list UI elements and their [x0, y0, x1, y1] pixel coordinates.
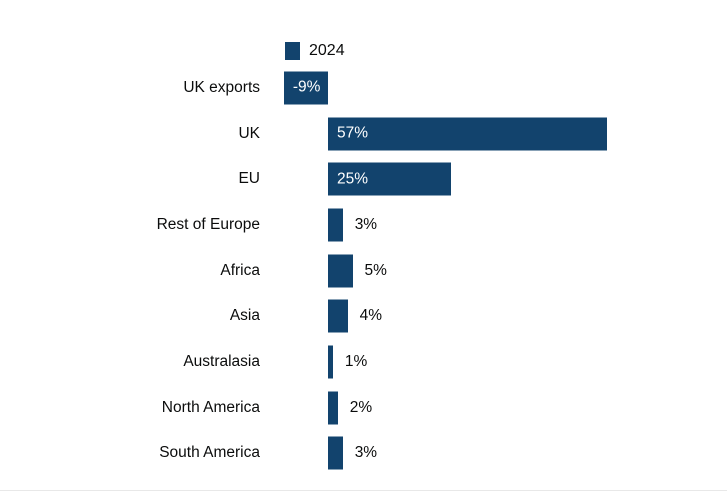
chart-legend: 2024 — [285, 42, 345, 60]
bar — [328, 391, 338, 425]
value-label: 2% — [349, 398, 373, 416]
legend-label: 2024 — [309, 42, 345, 59]
bar-area: 25% — [260, 156, 727, 202]
bar — [328, 345, 333, 379]
legend-swatch — [285, 42, 300, 60]
category-label: North America — [161, 398, 260, 416]
value-label: -9% — [292, 78, 321, 96]
bar-area: 2% — [260, 385, 727, 431]
category-label: Australasia — [183, 352, 260, 370]
category-label: Africa — [220, 261, 260, 279]
value-label: 5% — [364, 261, 387, 279]
chart-row: UK exports -9% — [0, 65, 727, 111]
value-label: 1% — [344, 352, 368, 370]
category-label: EU — [238, 170, 260, 188]
category-label: Asia — [229, 307, 260, 325]
bar-area: 3% — [260, 431, 727, 477]
value-label: 57% — [337, 124, 369, 142]
category-label: South America — [159, 444, 260, 462]
chart-row: Africa 5% — [0, 248, 727, 294]
chart-row: North America 2% — [0, 385, 727, 431]
value-label: 3% — [354, 215, 378, 233]
bar — [328, 299, 348, 333]
bar — [328, 254, 353, 288]
chart-row: Asia 4% — [0, 293, 727, 339]
category-label: UK exports — [183, 78, 260, 96]
chart-row: Rest of Europe 3% — [0, 202, 727, 248]
bar-area: 4% — [260, 293, 727, 339]
chart-row: Australasia 1% — [0, 339, 727, 385]
bar: 57% — [328, 117, 608, 151]
chart-row: South America 3% — [0, 431, 727, 477]
category-label: Rest of Europe — [156, 215, 260, 233]
bar-area: 5% — [260, 248, 727, 294]
chart-rows: UK exports -9% UK 57% EU 25% Rest of Europe 3% A… — [0, 65, 727, 476]
bar: 25% — [328, 162, 451, 196]
bar — [328, 208, 343, 242]
bar-area: -9% — [260, 65, 727, 111]
category-label: UK — [238, 124, 260, 142]
chart-row: UK 57% — [0, 111, 727, 157]
value-label: 25% — [337, 170, 369, 188]
bar-area: 57% — [260, 111, 727, 157]
chart-row: EU 25% — [0, 156, 727, 202]
bar-area: 1% — [260, 339, 727, 385]
bar-area: 3% — [260, 202, 727, 248]
bar — [328, 436, 343, 470]
value-label: 3% — [354, 444, 378, 462]
value-label: 4% — [359, 307, 382, 325]
bar: -9% — [283, 71, 328, 105]
